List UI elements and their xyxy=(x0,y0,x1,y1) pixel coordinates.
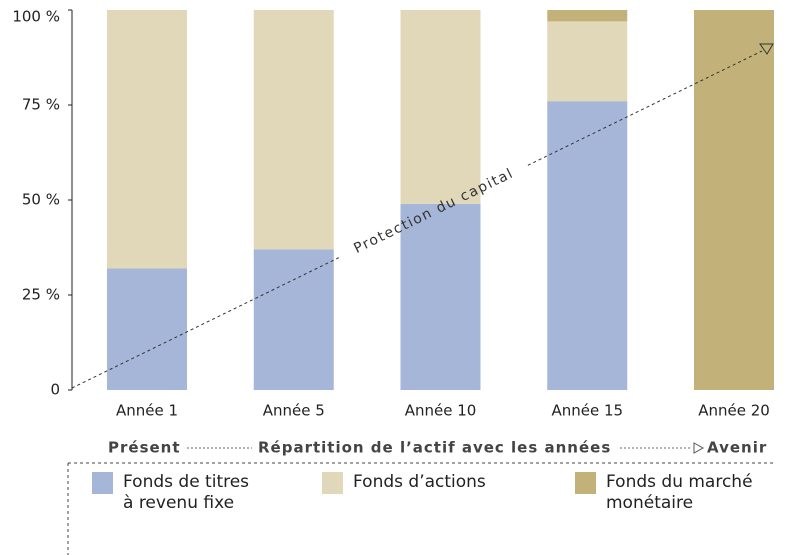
legend-label: Fonds du marché monétaire xyxy=(606,472,753,513)
annotation-line xyxy=(71,256,341,389)
x-tick-label: Année 20 xyxy=(698,402,770,420)
y-tick-label: 50 % xyxy=(22,191,60,209)
x-tick-label: Année 10 xyxy=(405,402,477,420)
annotation-line xyxy=(527,50,763,166)
bar-segment xyxy=(547,101,628,390)
bar-segment xyxy=(547,10,628,22)
x-axis-label: Répartition de l’actif avec les années xyxy=(258,439,611,457)
chart: Présent Répartition de l’actif avec les … xyxy=(12,8,774,457)
legend-label: Fonds de titres à revenu fixe xyxy=(123,472,250,513)
legend-item: Fonds du marché monétaire xyxy=(575,472,766,514)
y-tick-label: 25 % xyxy=(22,286,60,304)
legend-item: Fonds d’actions xyxy=(322,472,523,494)
x-tick-label: Année 5 xyxy=(263,402,325,420)
x-tick-label: Année 15 xyxy=(551,402,623,420)
future-label: Avenir xyxy=(707,439,767,457)
legend-frame xyxy=(67,462,776,555)
bar-segment xyxy=(107,268,187,390)
y-tick-label: 0 xyxy=(50,381,60,399)
arrow-head xyxy=(693,442,705,454)
bar-segment xyxy=(253,249,334,390)
y-tick-label: 100 % xyxy=(12,8,60,26)
bar-segment xyxy=(694,10,774,390)
legend-label: Fonds d’actions xyxy=(353,472,486,492)
legend-swatch xyxy=(322,472,343,494)
x-tick-label: Année 1 xyxy=(116,402,178,420)
bar-segment xyxy=(253,10,334,250)
y-tick-label: 75 % xyxy=(22,96,60,114)
legend-swatch xyxy=(575,472,596,494)
annotation-arrow xyxy=(759,43,774,55)
present-label: Présent xyxy=(108,439,181,457)
bar-segment xyxy=(107,10,187,269)
bar-segment xyxy=(400,203,481,390)
legend-item: Fonds de titres à revenu fixe xyxy=(92,472,263,514)
bar-segment xyxy=(400,10,481,204)
legend-swatch xyxy=(92,472,113,494)
bar-segment xyxy=(547,21,628,102)
